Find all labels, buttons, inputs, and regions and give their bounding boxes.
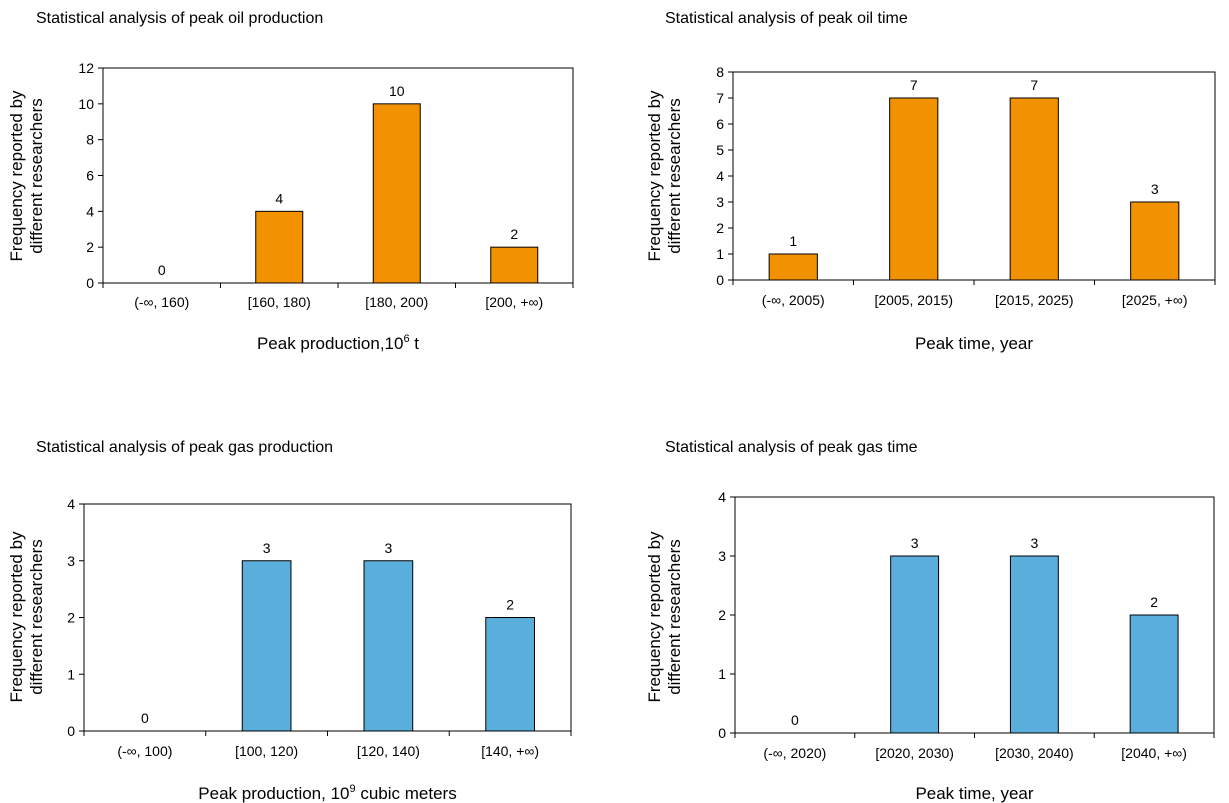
data-label: 7	[1030, 77, 1038, 93]
x-axis-label: Peak production,106 t	[257, 333, 419, 353]
y-tick-label: 10	[78, 96, 94, 112]
data-label: 2	[506, 597, 514, 613]
y-tick-label: 8	[716, 64, 724, 80]
y-tick-label: 3	[716, 194, 724, 210]
data-label: 10	[389, 83, 405, 99]
y-tick-label: 5	[716, 142, 724, 158]
data-label: 3	[1151, 181, 1159, 197]
bar	[1009, 555, 1059, 734]
category-label: [2040, +∞)	[1121, 745, 1187, 761]
data-label: 2	[1150, 594, 1158, 610]
bar	[372, 103, 421, 284]
category-label: [160, 180)	[248, 294, 311, 310]
category-label: [200, +∞)	[485, 294, 543, 310]
y-tick-label: 3	[718, 548, 726, 564]
chart-1-title: Statistical analysis of peak oil product…	[36, 10, 324, 27]
chart-4-title: Statistical analysis of peak gas time	[665, 439, 918, 456]
x-axis-label: Peak time, year	[915, 334, 1033, 353]
bar	[889, 97, 939, 281]
data-label: 3	[384, 540, 392, 556]
chart-3-title: Statistical analysis of peak gas product…	[36, 439, 334, 456]
bar	[363, 560, 414, 732]
category-label: (-∞, 2020)	[763, 745, 826, 761]
category-label: [100, 120)	[235, 743, 298, 759]
category-label: [180, 200)	[365, 294, 428, 310]
category-label: [2030, 2040)	[995, 745, 1074, 761]
y-tick-label: 2	[67, 610, 75, 626]
data-label: 2	[510, 226, 518, 242]
y-tick-label: 6	[86, 168, 94, 184]
y-tick-label: 1	[67, 666, 75, 682]
y-tick-label: 2	[718, 607, 726, 623]
y-tick-label: 6	[716, 116, 724, 132]
y-tick-label: 4	[67, 496, 75, 512]
y-tick-label: 8	[86, 132, 94, 148]
chart-2-title: Statistical analysis of peak oil time	[665, 10, 908, 27]
data-label: 1	[789, 233, 797, 249]
y-axis-label: Frequency reported bydifferent researche…	[645, 531, 684, 703]
category-label: (-∞, 100)	[117, 743, 172, 759]
y-tick-label: 4	[718, 489, 726, 505]
y-axis-label: Frequency reported bydifferent researche…	[645, 90, 684, 262]
data-label: 0	[158, 262, 166, 278]
y-tick-label: 7	[716, 90, 724, 106]
bar	[1130, 201, 1180, 281]
category-label: (-∞, 2005)	[762, 292, 825, 308]
y-tick-label: 2	[86, 239, 94, 255]
category-label: [140, +∞)	[481, 743, 539, 759]
data-label: 4	[275, 190, 283, 206]
x-axis-label: Peak time, year	[915, 784, 1033, 803]
bar	[1129, 614, 1179, 734]
bar	[241, 560, 292, 732]
y-tick-label: 1	[716, 246, 724, 262]
data-label: 3	[263, 540, 271, 556]
data-label: 0	[141, 710, 149, 726]
y-tick-label: 0	[716, 272, 724, 288]
category-label: [2025, +∞)	[1122, 292, 1188, 308]
bar	[255, 210, 304, 284]
y-tick-label: 3	[67, 553, 75, 569]
bar	[1009, 97, 1059, 281]
bar	[890, 555, 940, 734]
x-axis-label: Peak production, 109 cubic meters	[198, 783, 456, 803]
bar	[490, 246, 539, 284]
y-axis-label: Frequency reported bydifferent researche…	[7, 531, 46, 703]
bar	[485, 617, 535, 732]
y-tick-label: 4	[86, 203, 94, 219]
data-label: 0	[791, 712, 799, 728]
bar	[768, 253, 818, 281]
y-tick-label: 0	[718, 725, 726, 741]
y-axis-label: Frequency reported bydifferent researche…	[7, 90, 46, 262]
y-tick-label: 0	[67, 723, 75, 739]
category-label: (-∞, 160)	[134, 294, 189, 310]
y-tick-label: 4	[716, 168, 724, 184]
y-tick-label: 12	[78, 60, 94, 76]
category-label: [2015, 2025)	[995, 292, 1074, 308]
category-label: [2020, 2030)	[875, 745, 954, 761]
y-tick-label: 1	[718, 666, 726, 682]
category-label: [120, 140)	[357, 743, 420, 759]
data-label: 3	[911, 535, 919, 551]
y-tick-label: 2	[716, 220, 724, 236]
data-label: 7	[910, 77, 918, 93]
category-label: [2005, 2015)	[874, 292, 953, 308]
y-tick-label: 0	[86, 275, 94, 291]
data-label: 3	[1030, 535, 1038, 551]
